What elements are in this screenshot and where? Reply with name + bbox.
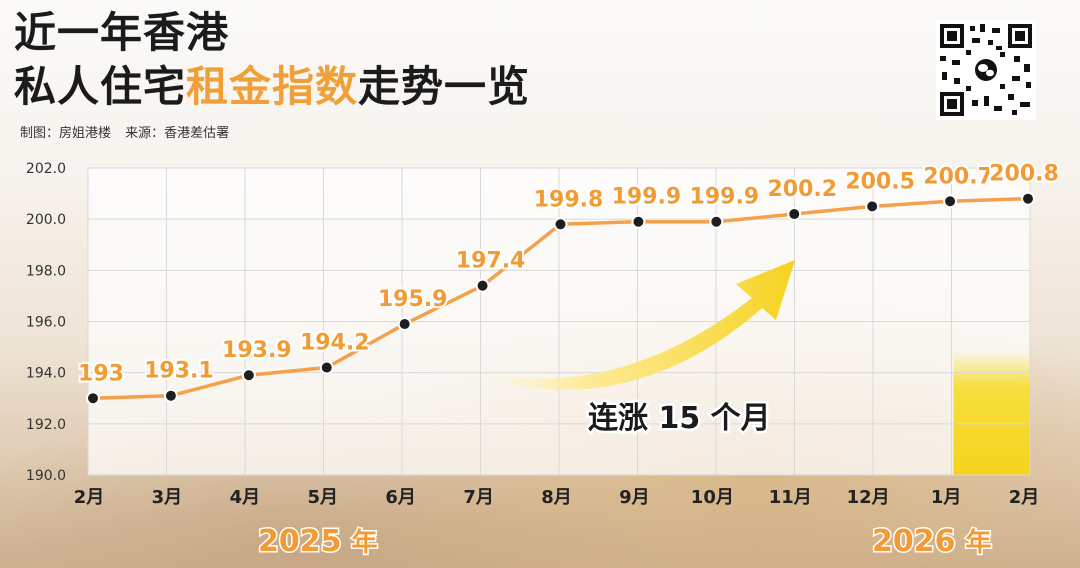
data-label: 200.2	[767, 177, 837, 202]
x-tick-label: 4月	[230, 487, 261, 508]
data-label: 194.2	[300, 331, 370, 356]
y-tick-label: 200.0	[26, 212, 66, 228]
y-tick-label: 192.0	[26, 417, 66, 433]
data-point	[943, 194, 958, 209]
x-tick-label: 7月	[463, 487, 494, 508]
highlight-bar	[953, 350, 1030, 475]
y-tick-label: 196.0	[26, 315, 66, 331]
data-label: 200.7	[923, 164, 993, 189]
data-points	[86, 191, 1035, 406]
qr-code-icon	[936, 20, 1036, 120]
x-tick-label: 6月	[385, 487, 416, 508]
data-point	[163, 388, 178, 403]
credit-line: 制图：房姐港楼 来源：香港差估署	[20, 122, 239, 141]
y-tick-label: 190.0	[26, 468, 66, 484]
data-point	[709, 214, 724, 229]
chart-title: 近一年香港 私人住宅租金指数走势一览	[14, 6, 530, 114]
data-label: 193	[78, 361, 124, 386]
x-tick-label: 11月	[769, 487, 812, 508]
x-tick-label: 2月	[74, 487, 105, 508]
y-tick-label: 202.0	[26, 161, 66, 177]
data-point	[241, 368, 256, 383]
y-tick-label: 198.0	[26, 263, 66, 279]
data-label: 197.4	[456, 249, 526, 274]
data-point	[553, 217, 568, 232]
data-point	[86, 391, 100, 406]
year-label-2025: 2025 年	[258, 524, 378, 559]
data-point	[319, 360, 334, 375]
data-point	[475, 278, 490, 293]
data-point	[787, 207, 802, 222]
trend-arrow-icon	[470, 260, 795, 390]
x-tick-label: 2月	[1009, 487, 1040, 508]
x-tick-label: 8月	[541, 487, 572, 508]
credit-source: 来源：香港差估署	[125, 126, 230, 141]
data-point	[865, 199, 880, 214]
x-tick-label: 12月	[847, 487, 890, 508]
data-label: 199.9	[690, 185, 760, 210]
x-axis-ticks: 2月 3月 4月 5月 6月 7月 8月 9月 10月 11月 12月 1月 2月	[74, 487, 1040, 508]
data-labels: 193 193.1 193.9 194.2 195.9 197.4 199.8 199.9 19…	[76, 160, 1061, 389]
data-label: 199.8	[534, 187, 604, 212]
streak-annotation: 连涨 15 个月	[588, 401, 771, 436]
title-line2-suffix: 走势一览	[358, 62, 531, 111]
title-line2-prefix: 私人住宅	[14, 62, 187, 111]
credit-maker: 制图：房姐港楼	[20, 126, 112, 141]
data-point	[631, 214, 646, 229]
x-tick-label: 1月	[931, 487, 962, 508]
x-tick-label: 10月	[691, 487, 734, 508]
data-point	[397, 317, 412, 332]
data-label: 193.1	[144, 359, 214, 384]
y-axis-ticks: 190.0 192.0 194.0 196.0 198.0 200.0 202.0	[26, 161, 66, 484]
year-label-2026: 2026 年	[872, 524, 992, 559]
data-label: 200.5	[845, 169, 915, 194]
title-line1: 近一年香港	[14, 8, 230, 57]
data-label: 193.9	[222, 338, 292, 363]
data-label: 195.9	[378, 287, 448, 312]
data-point	[1021, 191, 1035, 206]
data-label: 199.9	[612, 185, 682, 210]
y-tick-label: 194.0	[26, 366, 66, 382]
data-label: 200.8	[989, 162, 1059, 187]
x-tick-label: 9月	[619, 487, 650, 508]
title-line2-highlight: 租金指数	[186, 62, 359, 111]
x-tick-label: 5月	[307, 487, 338, 508]
x-tick-label: 3月	[152, 487, 183, 508]
